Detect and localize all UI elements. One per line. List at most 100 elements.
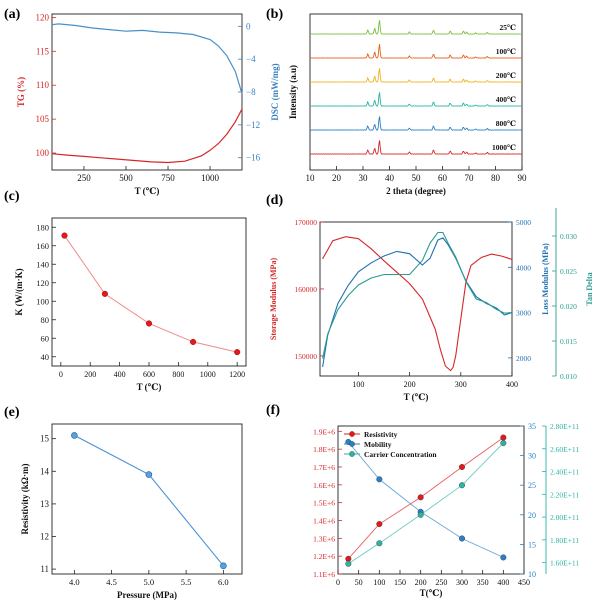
y-tick-label: 160000 <box>295 285 318 294</box>
panel-label: (a) <box>4 7 21 22</box>
chart-f: 0 50 100 150 200 250 300 350 400 450 1.1E+6 1.2E+6 1… <box>313 422 579 598</box>
x-tick-label: 70 <box>465 173 475 183</box>
y-tick-label: 2.20E+11 <box>550 490 579 499</box>
xrd-pattern <box>309 116 523 131</box>
y-tick-label: 80 <box>41 315 50 325</box>
y-tick-label: 30 <box>528 452 536 461</box>
y-tick-label: 11 <box>40 564 49 574</box>
x-axis-label: T (℃) <box>404 392 429 402</box>
x-tick-label: 450 <box>518 578 530 587</box>
x-tick-label: 400 <box>506 380 518 389</box>
panel-label: (f) <box>266 403 280 418</box>
x-tick-label: 20 <box>332 173 342 183</box>
y-tick-label: 2.60E+11 <box>550 445 579 454</box>
series-label: 1000℃ <box>492 143 516 152</box>
y-tick-label: 1.4E+6 <box>313 517 335 526</box>
x-tick-label: 400 <box>497 578 509 587</box>
y-axis-label: Resistivity (kΩ·m) <box>20 464 30 535</box>
k-point <box>145 320 153 327</box>
xrd-pattern <box>309 140 522 155</box>
y-tick-label: 1.60E+11 <box>550 559 579 568</box>
y-tick-label: 1.5E+6 <box>313 499 335 508</box>
panel-label: (e) <box>4 405 20 420</box>
x-tick-label: 600 <box>143 370 155 379</box>
x-tick-label: 200 <box>84 370 96 379</box>
x-tick-label: 6.0 <box>218 577 229 587</box>
y-tick-label: 5000 <box>516 218 531 227</box>
legend-marker <box>349 451 355 457</box>
xrd-pattern <box>309 44 523 59</box>
series-label: 200℃ <box>496 71 516 80</box>
y-tick-label: 4000 <box>516 263 531 272</box>
series-point <box>417 511 424 518</box>
y-tick-label: 105 <box>36 114 50 124</box>
y-tick-label: 0.020 <box>560 302 577 311</box>
y-tick-label: 1.7E+6 <box>313 463 335 472</box>
y-tick-label: 120 <box>36 278 49 288</box>
x-axis-label: 2 theta (degree) <box>386 186 446 196</box>
k-line <box>64 235 238 353</box>
k-point <box>101 290 108 297</box>
tg-line <box>51 108 243 164</box>
legend-marker <box>349 431 355 437</box>
x-axis-label: T(℃) <box>420 588 443 598</box>
chart-d: 100 200 300 400 150000 160000 170000 2000 3000 40… <box>269 208 594 402</box>
x-tick-label: 30 <box>359 173 369 183</box>
x-tick-label: 90 <box>518 173 528 183</box>
y-tick-label: 1.1E+6 <box>313 570 335 579</box>
resistivity-point <box>220 562 227 570</box>
x-tick-label: 200 <box>404 380 416 389</box>
y-axis-label: Intensity (a.u) <box>288 65 298 119</box>
y-tick-label: 1.80E+11 <box>550 536 579 545</box>
y-tick-label: 0.030 <box>560 232 577 241</box>
legend-marker <box>349 441 355 447</box>
series-point <box>500 434 507 441</box>
y-axis-label: TG (%) <box>16 77 26 107</box>
x-tick-label: 0 <box>336 578 340 587</box>
y-tick-label: 160 <box>36 241 49 251</box>
resistivity-line <box>74 434 224 567</box>
resistivity-point <box>145 471 153 478</box>
chart-e: 4.0 4.5 5.0 5.5 6.0 11 12 13 14 15 Pressure (MPa) R… <box>20 423 243 600</box>
x-tick-label: 1200 <box>229 370 245 379</box>
y-tick-label: 12 <box>40 532 49 542</box>
x-tick-label: 0 <box>59 370 63 379</box>
k-point <box>234 349 241 356</box>
x-tick-label: 400 <box>114 370 126 379</box>
x-tick-label: 1000 <box>200 370 216 379</box>
y-tick-label: 35 <box>528 422 536 431</box>
plot-frame <box>309 13 523 171</box>
y-tick-label: 13 <box>40 499 50 509</box>
y-tick-label: 100 <box>36 148 50 158</box>
y-tick-label: 1.2E+6 <box>313 552 335 561</box>
x-tick-label: 250 <box>435 578 447 587</box>
x-tick-label: 60 <box>438 173 448 183</box>
plot-frame <box>51 423 243 575</box>
y-axis-label: Storage Modulus (MPa) <box>269 258 278 341</box>
y-tick-label: 20 <box>528 511 536 520</box>
x-tick-label: 50 <box>412 173 422 183</box>
k-point <box>190 338 197 346</box>
y-tick-label: 0.015 <box>560 337 577 346</box>
x-tick-label: 300 <box>455 380 467 389</box>
y2-axis-label: DSC (mW/mg) <box>270 63 280 120</box>
series-point <box>376 521 383 528</box>
series-point <box>500 440 507 447</box>
series-point <box>459 482 466 489</box>
panel-label: (c) <box>4 189 20 204</box>
x-axis-label: T (℃) <box>137 382 162 392</box>
series-line <box>347 441 504 558</box>
panel-label: (b) <box>266 7 283 22</box>
plot-frame <box>51 13 243 171</box>
series-point <box>459 535 466 542</box>
x-tick-label: 750 <box>161 173 175 183</box>
series-point <box>376 476 383 483</box>
y-axis-label: K (W/(m·K) <box>14 268 24 315</box>
y-tick-label: 2.00E+11 <box>550 513 579 522</box>
x-tick-label: 4.0 <box>69 577 80 587</box>
chart-b: 10 20 30 40 50 60 70 80 90 25℃ 100℃ 200℃ 400℃ 800℃ 100… <box>288 13 528 196</box>
series-point <box>459 464 466 471</box>
y-tick-label: 110 <box>36 80 50 90</box>
y-tick-label: 170000 <box>295 218 318 227</box>
series-line <box>322 231 512 359</box>
